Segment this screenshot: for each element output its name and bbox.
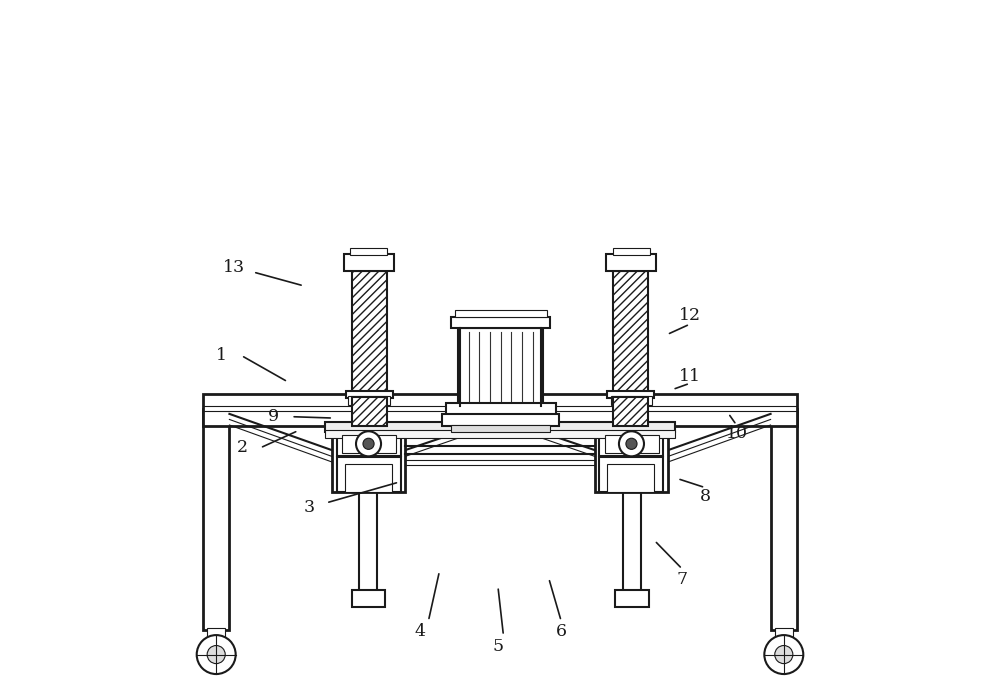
Bar (337, 432, 401, 457)
Bar (611, 397, 652, 405)
Bar (451, 425, 550, 432)
Bar (607, 391, 654, 398)
Bar (615, 590, 649, 607)
Bar (605, 436, 659, 453)
Circle shape (197, 635, 236, 674)
Bar (332, 429, 405, 492)
Text: 13: 13 (223, 259, 245, 275)
Circle shape (764, 635, 803, 674)
Bar (606, 254, 656, 270)
Bar (359, 488, 377, 592)
Bar (451, 316, 550, 328)
Bar (344, 254, 394, 270)
Text: 3: 3 (303, 498, 314, 516)
Bar (771, 409, 797, 630)
Bar (352, 397, 387, 427)
Bar (352, 270, 387, 395)
Bar (607, 464, 654, 492)
Text: 1: 1 (216, 347, 227, 364)
Text: 2: 2 (237, 440, 248, 457)
Text: 8: 8 (700, 488, 711, 505)
Text: 12: 12 (679, 307, 701, 323)
Circle shape (363, 438, 374, 450)
Bar (623, 488, 641, 592)
Bar (342, 436, 396, 453)
Bar (446, 403, 556, 415)
Bar (203, 409, 229, 630)
Bar (599, 432, 663, 457)
Bar (345, 464, 392, 492)
Circle shape (356, 431, 381, 457)
Text: 9: 9 (268, 408, 279, 425)
Bar (207, 628, 225, 639)
Bar (595, 429, 668, 492)
Bar (613, 397, 648, 427)
Bar (325, 422, 675, 432)
Bar (352, 590, 385, 607)
Bar (613, 270, 648, 395)
Text: 10: 10 (726, 425, 748, 442)
Circle shape (626, 438, 637, 450)
Bar (613, 247, 650, 254)
Bar (346, 391, 393, 398)
Text: 5: 5 (492, 638, 503, 654)
Circle shape (619, 431, 644, 457)
Circle shape (775, 645, 793, 664)
Text: 6: 6 (556, 623, 567, 640)
Bar (775, 628, 793, 639)
Bar (203, 395, 797, 427)
Text: 7: 7 (677, 571, 688, 588)
Bar (350, 247, 387, 254)
Bar (348, 397, 390, 405)
Bar (325, 430, 675, 438)
Circle shape (207, 645, 225, 664)
Bar (599, 457, 663, 492)
Text: 4: 4 (415, 623, 426, 640)
Bar (458, 328, 543, 406)
Bar (442, 414, 559, 427)
Bar (455, 309, 547, 316)
Text: 11: 11 (679, 368, 701, 385)
Bar (337, 457, 401, 492)
